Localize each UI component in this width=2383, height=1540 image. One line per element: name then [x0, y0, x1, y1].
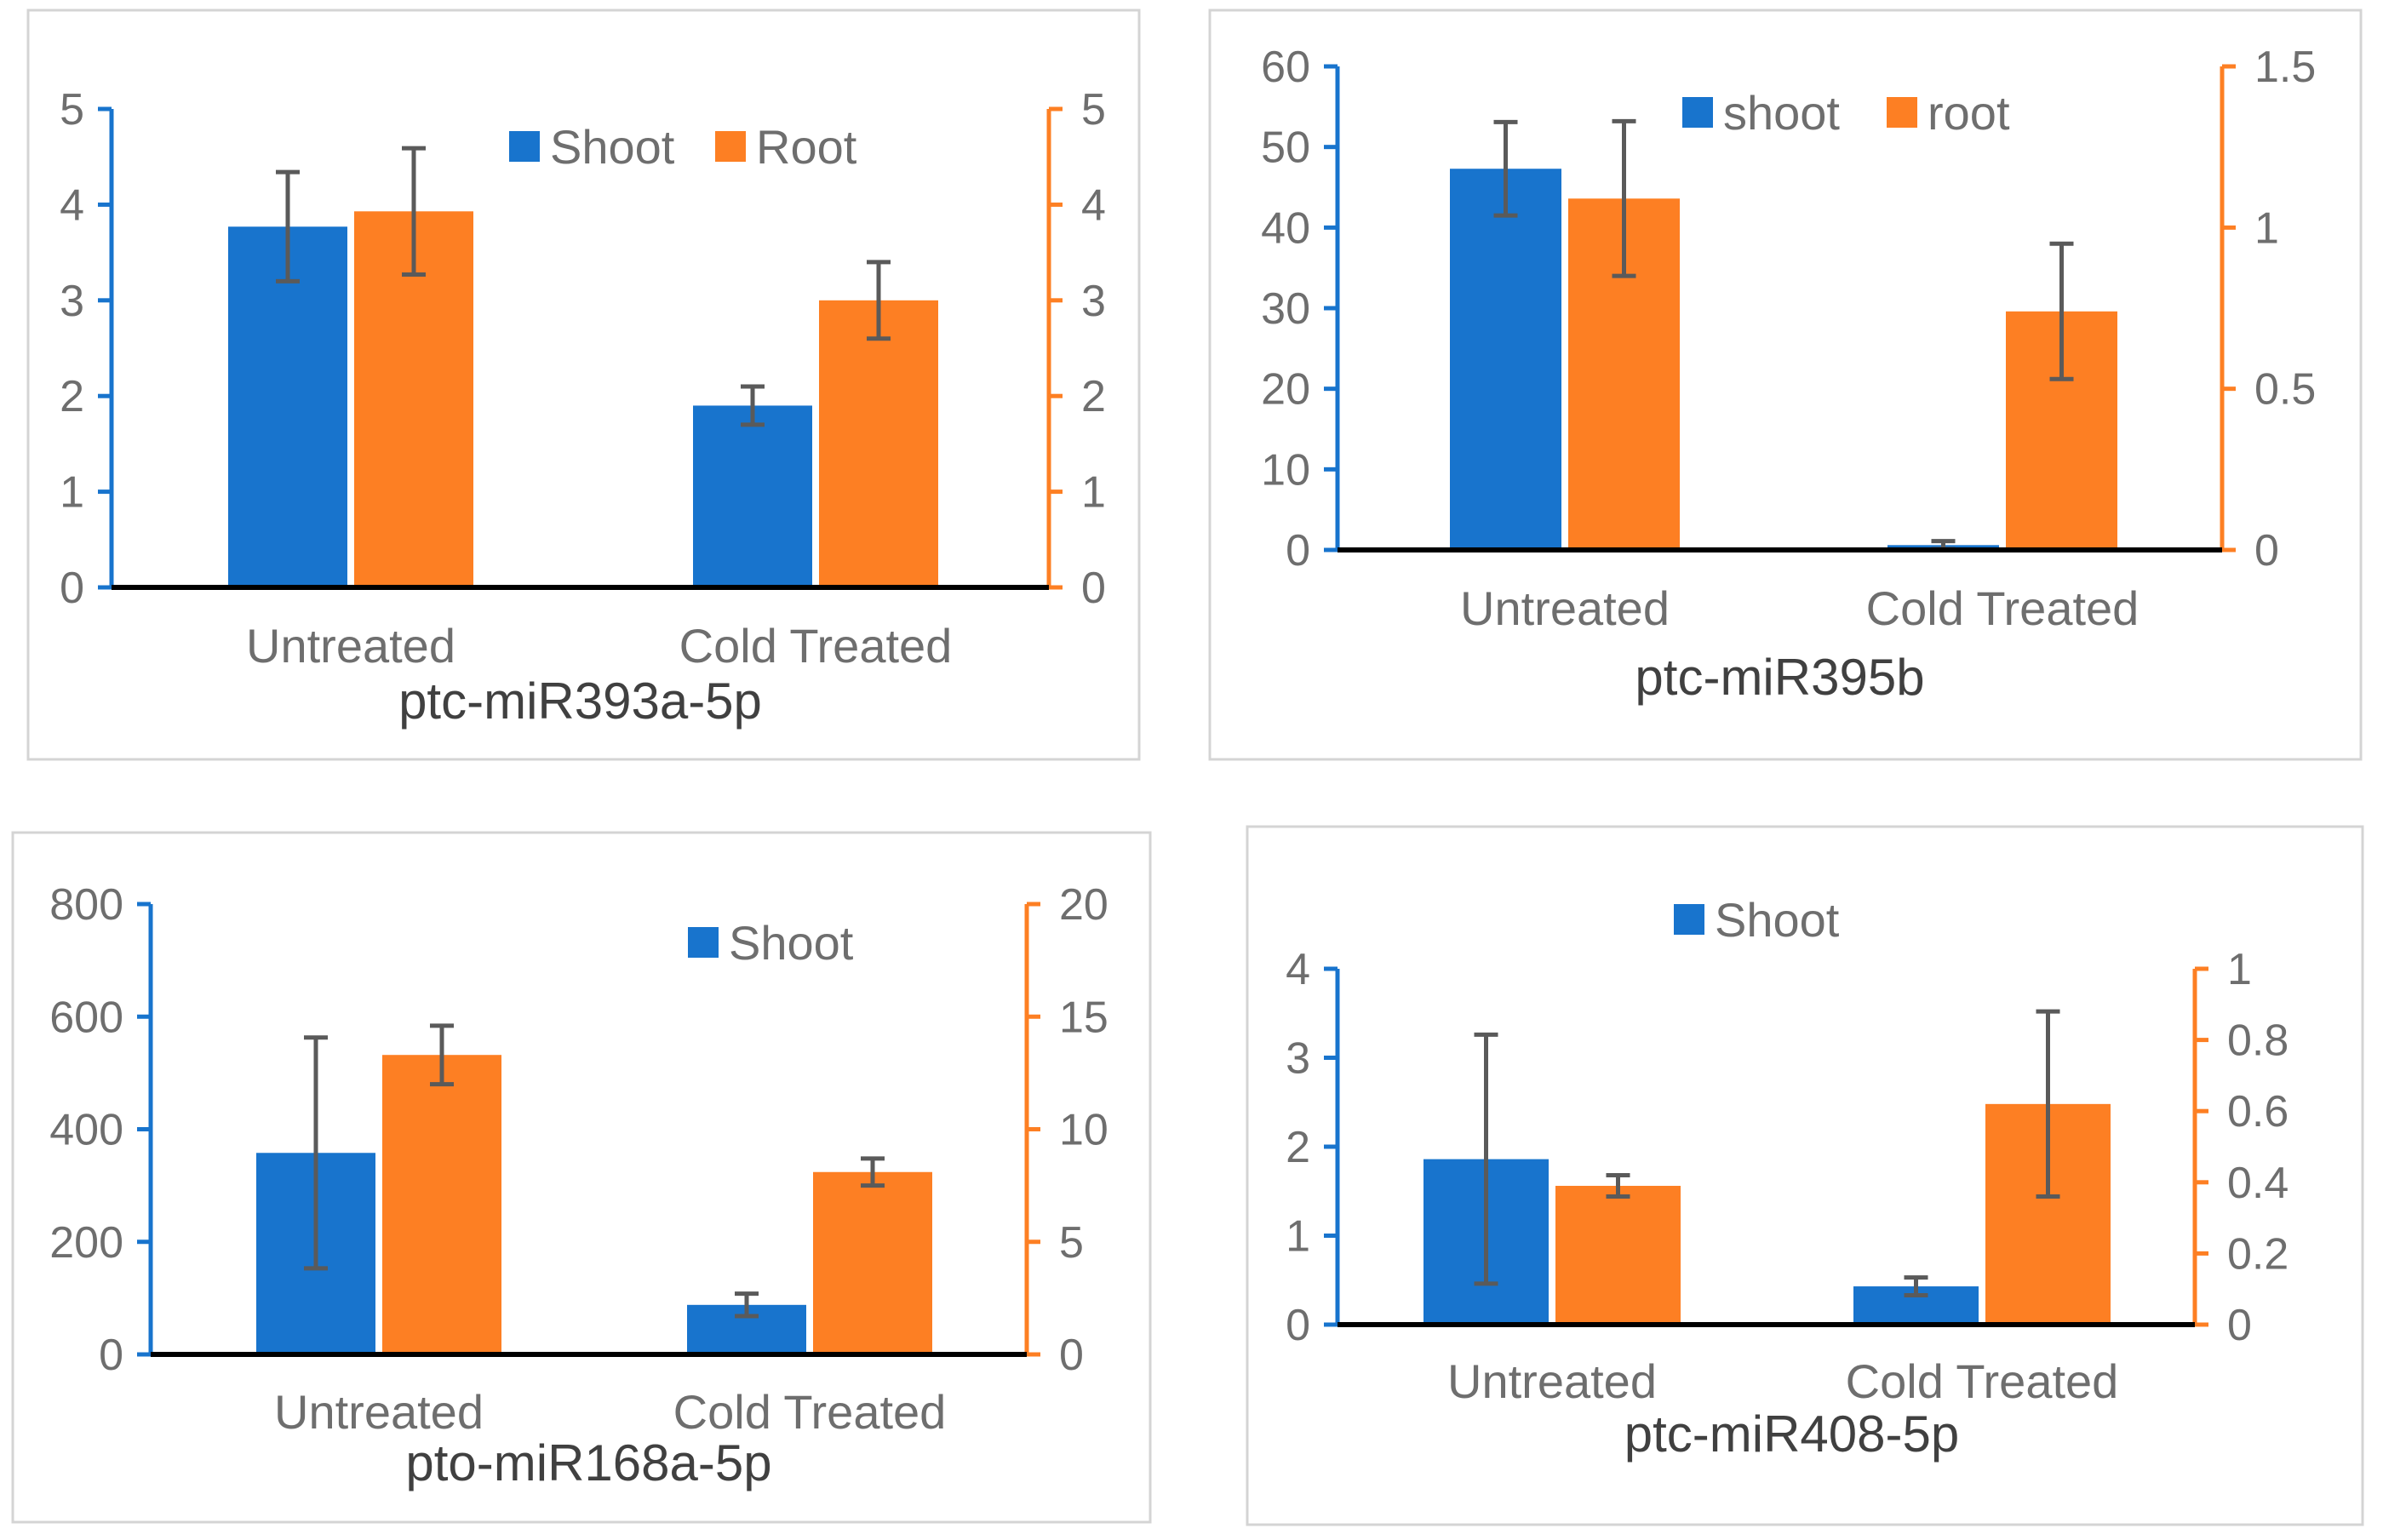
- category-label: Untreated: [1447, 1354, 1657, 1408]
- right-tick-label: 15: [1059, 993, 1108, 1042]
- chart-panel-2: 0 10 20 30 40 50 60 0 0.5 1 1.5 Untreated Cold Treat…: [1208, 9, 2363, 761]
- category-label: Untreated: [246, 619, 455, 673]
- legend-swatch: [1674, 904, 1704, 935]
- left-tick-label: 600: [49, 993, 123, 1042]
- panel-frame: [1208, 9, 2363, 761]
- left-tick-label: 3: [60, 277, 84, 326]
- right-tick-label: 0.8: [2227, 1016, 2288, 1066]
- legend-swatch: [715, 131, 746, 162]
- legend-label: Root: [756, 120, 857, 174]
- right-tick-label: 0: [1059, 1331, 1084, 1380]
- left-tick-label: 20: [1261, 365, 1310, 415]
- right-tick-label: 1: [1081, 468, 1106, 518]
- right-tick-label: 1: [2254, 203, 2279, 253]
- bar-root-untreated: [1555, 1185, 1681, 1325]
- category-label: Cold Treated: [679, 619, 953, 673]
- left-tick-label: 10: [1261, 445, 1310, 495]
- legend-swatch: [1887, 97, 1917, 128]
- chart-title: ptc-miR395b: [1635, 649, 1924, 706]
- bar-shoot-untreated: [1450, 169, 1561, 550]
- right-tick-label: 0.2: [2227, 1229, 2288, 1279]
- left-tick-label: 800: [49, 880, 123, 930]
- left-tick-label: 1: [60, 468, 84, 518]
- panel-frame: [26, 9, 1141, 761]
- right-tick-label: 2: [1081, 372, 1106, 421]
- right-tick-label: 20: [1059, 880, 1108, 930]
- legend-swatch: [1682, 97, 1713, 128]
- left-tick-label: 200: [49, 1218, 123, 1268]
- right-tick-label: 1: [2227, 945, 2252, 994]
- left-tick-label: 2: [60, 372, 84, 421]
- left-tick-label: 0: [1286, 526, 1310, 575]
- right-tick-label: 5: [1059, 1218, 1084, 1268]
- left-tick-label: 40: [1261, 203, 1310, 253]
- left-tick-label: 50: [1261, 123, 1310, 173]
- panel-frame: [11, 831, 1152, 1524]
- right-tick-label: 0: [2254, 526, 2279, 575]
- legend-label: Shoot: [729, 916, 854, 970]
- left-tick-label: 2: [1286, 1123, 1310, 1172]
- chart-panel-1: 0 1 2 3 4 5 0 1 2 3 4 5 Untreated Cold Treatedptc-miR…: [26, 9, 1141, 761]
- category-label: Untreated: [274, 1385, 484, 1439]
- right-tick-label: 10: [1059, 1106, 1108, 1155]
- left-tick-label: 400: [49, 1106, 123, 1155]
- legend-swatch: [509, 131, 540, 162]
- chart-title: pto-miR168a-5p: [405, 1434, 771, 1491]
- category-label: Cold Treated: [1866, 581, 2140, 635]
- category-label: Cold Treated: [673, 1385, 947, 1439]
- left-tick-label: 0: [1286, 1301, 1310, 1350]
- left-tick-label: 0: [99, 1331, 123, 1380]
- right-tick-label: 0.4: [2227, 1159, 2288, 1208]
- bar-root-cold-treated: [813, 1171, 932, 1354]
- right-tick-label: 1.5: [2254, 43, 2316, 92]
- right-tick-label: 5: [1081, 85, 1106, 135]
- legend-label: shoot: [1723, 86, 1840, 140]
- legend-label: root: [1928, 86, 2010, 140]
- legend-label: Shoot: [1715, 893, 1840, 947]
- right-tick-label: 4: [1081, 180, 1106, 230]
- legend-swatch: [688, 927, 719, 958]
- right-tick-label: 0.6: [2227, 1087, 2288, 1136]
- chart-panel-3: 0 200 400 600 800 0 5 10 15 20 Untreated Cold Treat…: [11, 831, 1152, 1524]
- left-tick-label: 5: [60, 85, 84, 135]
- right-tick-label: 3: [1081, 277, 1106, 326]
- left-tick-label: 1: [1286, 1212, 1310, 1262]
- left-tick-label: 3: [1286, 1034, 1310, 1084]
- chart-panel-4: 0 1 2 3 4 0 0.2 0.4 0.6 0.8 1 Untreated Cold Treated…: [1246, 825, 2364, 1526]
- chart-title: ptc-miR393a-5p: [398, 673, 762, 730]
- category-label: Cold Treated: [1846, 1354, 2119, 1408]
- chart-title: ptc-miR408-5p: [1624, 1405, 1960, 1463]
- left-tick-label: 30: [1261, 284, 1310, 334]
- bar-root-cold-treated: [819, 300, 938, 587]
- category-label: Untreated: [1460, 581, 1670, 635]
- bar-shoot-untreated: [228, 226, 347, 587]
- right-tick-label: 0.5: [2254, 365, 2316, 415]
- left-tick-label: 60: [1261, 43, 1310, 92]
- legend-label: Shoot: [550, 120, 675, 174]
- left-tick-label: 4: [1286, 945, 1310, 994]
- bar-shoot-cold-treated: [693, 405, 812, 587]
- right-tick-label: 0: [2227, 1301, 2252, 1350]
- left-tick-label: 4: [60, 180, 84, 230]
- right-tick-label: 0: [1081, 564, 1106, 613]
- left-tick-label: 0: [60, 564, 84, 613]
- bar-root-untreated: [382, 1055, 501, 1354]
